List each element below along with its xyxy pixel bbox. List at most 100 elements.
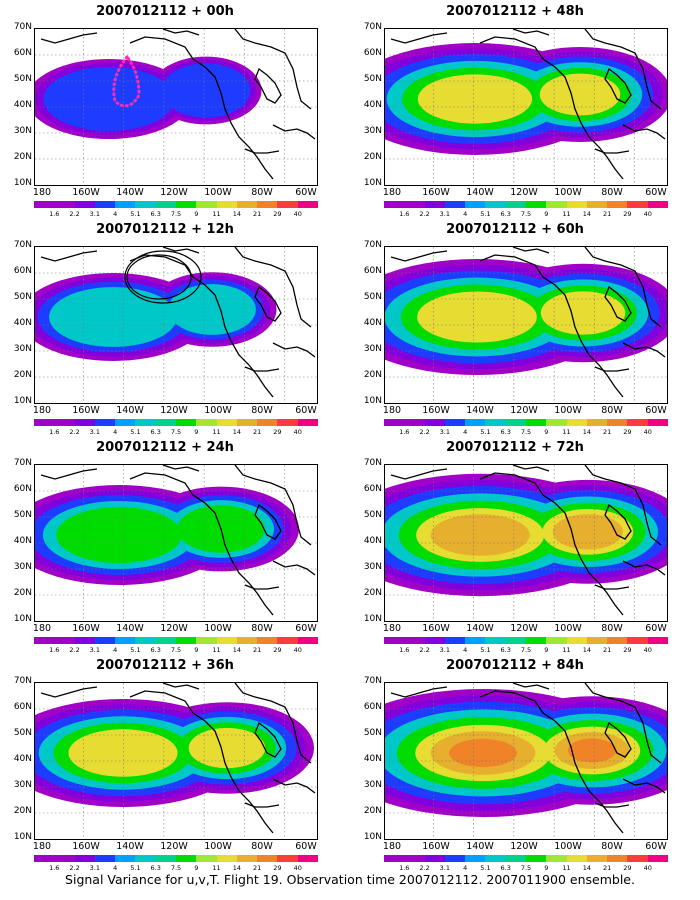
colorbar-level-label: 7.5 [170, 210, 182, 218]
colorbar-labels: 1.6 2.2 3.1 4 5.1 6.3 7.5 9 11 14 21 29 40 [384, 864, 668, 873]
colorbar-level-label: 29 [623, 864, 632, 872]
contour-band [449, 738, 517, 768]
longitude-label: 140W [116, 187, 144, 198]
colorbar-level-label: 7.5 [170, 428, 182, 436]
colorbar-level-label: 1.6 [49, 646, 60, 654]
colorbar-swatch [444, 855, 466, 862]
latitude-label: 30N [363, 562, 382, 572]
colorbar-swatch [54, 637, 75, 644]
longitude-label: 80W [601, 841, 623, 852]
colorbar-level-label: 3.1 [439, 646, 451, 654]
latitude-label: 10N [363, 832, 382, 842]
colorbar-level-label: 6.3 [150, 210, 161, 218]
colorbar-swatch [94, 637, 116, 644]
colorbar-swatch [297, 637, 318, 644]
latitude-label: 10N [13, 178, 32, 188]
target-region-contour [124, 250, 202, 304]
colorbar-labels: 1.6 2.2 3.1 4 5.1 6.3 7.5 9 11 14 21 29 40 [384, 210, 668, 219]
colorbar-level-label: 14 [582, 210, 591, 218]
contour-band [161, 63, 251, 118]
colorbar-swatch [566, 419, 587, 426]
coastline [594, 584, 630, 590]
colorbar [34, 419, 318, 426]
colorbar-level-label: 9 [194, 210, 199, 218]
map-area [384, 464, 668, 622]
colorbar-level-label: 7.5 [520, 646, 532, 654]
colorbar-level-label: 3.1 [89, 864, 101, 872]
colorbar-swatch [34, 201, 55, 208]
colorbar-swatch [586, 419, 608, 426]
panel-title: 2007012112 + 84h [446, 658, 584, 673]
colorbar-level-label: 11 [212, 428, 221, 436]
colorbar-level-label: 11 [212, 210, 221, 218]
colorbar-swatch [444, 637, 466, 644]
longitude-label: 120W [160, 623, 188, 634]
map-panel: 2007012112 + 60h 70N 60N 50N 40N 30N 20N 10N 180… [350, 218, 680, 438]
flight-track [112, 54, 141, 108]
coastline [604, 285, 632, 322]
latitude-label: 20N [13, 588, 32, 598]
latitude-label: 20N [363, 152, 382, 162]
longitude-label: 140W [466, 841, 494, 852]
coastline [244, 802, 280, 808]
colorbar-swatch [647, 201, 668, 208]
colorbar [384, 637, 668, 644]
variance-field [385, 29, 667, 185]
colorbar-swatch [74, 637, 95, 644]
colorbar-swatch [297, 201, 318, 208]
colorbar-labels: 1.6 2.2 3.1 4 5.1 6.3 7.5 9 11 14 21 29 40 [34, 646, 318, 655]
coastline [254, 67, 282, 104]
colorbar-swatch [115, 419, 136, 426]
colorbar-swatch [424, 855, 445, 862]
latitude-label: 10N [363, 396, 382, 406]
longitude-label: 80W [251, 623, 273, 634]
colorbar-level-label: 29 [623, 210, 632, 218]
coastline [479, 254, 624, 398]
longitude-label: 120W [160, 841, 188, 852]
colorbar-swatch [424, 201, 445, 208]
colorbar-labels: 1.6 2.2 3.1 4 5.1 6.3 7.5 9 11 14 21 29 40 [34, 864, 318, 873]
latitude-label: 70N [13, 22, 32, 32]
longitude-label: 140W [466, 623, 494, 634]
longitude-label: 180 [32, 623, 52, 634]
latitude-label: 70N [363, 240, 382, 250]
colorbar-level-label: 2.2 [69, 428, 80, 436]
latitude-label: 20N [363, 806, 382, 816]
colorbar-swatch [465, 855, 486, 862]
longitude-label: 180 [382, 187, 402, 198]
latitude-label: 70N [363, 458, 382, 468]
contour-band [417, 74, 533, 124]
colorbar-level-label: 11 [562, 646, 571, 654]
colorbar-swatch [74, 201, 95, 208]
colorbar-swatch [465, 419, 486, 426]
colorbar-level-label: 6.3 [500, 864, 511, 872]
colorbar-level-label: 9 [194, 864, 199, 872]
coastline [40, 250, 98, 262]
colorbar-swatch [236, 855, 258, 862]
panel-title: 2007012112 + 60h [446, 222, 584, 237]
map-area [34, 682, 318, 840]
latitude-label: 50N [13, 728, 32, 738]
colorbar-swatch [525, 201, 547, 208]
map-panel: 2007012112 + 24h 70N 60N 50N 40N 30N 20N 10N 180… [0, 436, 330, 656]
colorbar-level-label: 14 [232, 864, 241, 872]
colorbar-level-label: 3.1 [439, 428, 451, 436]
colorbar-level-label: 14 [232, 646, 241, 654]
contour-band [552, 514, 623, 550]
colorbar [384, 855, 668, 862]
longitude-label: 60W [645, 405, 667, 416]
latitude-label: 20N [363, 370, 382, 380]
colorbar-level-label: 21 [253, 646, 262, 654]
colorbar-swatch [485, 637, 506, 644]
colorbar-level-label: 2.2 [419, 428, 430, 436]
colorbar-level-label: 6.3 [500, 210, 511, 218]
colorbar-level-label: 1.6 [399, 210, 410, 218]
colorbar-level-label: 5.1 [480, 864, 491, 872]
colorbar-level-label: 11 [562, 864, 571, 872]
coastline [254, 503, 282, 540]
longitude-label: 140W [466, 405, 494, 416]
latitude-label: 40N [363, 536, 382, 546]
colorbar-swatch [135, 855, 156, 862]
coastline [244, 584, 280, 590]
panel-title: 2007012112 + 12h [96, 222, 234, 237]
